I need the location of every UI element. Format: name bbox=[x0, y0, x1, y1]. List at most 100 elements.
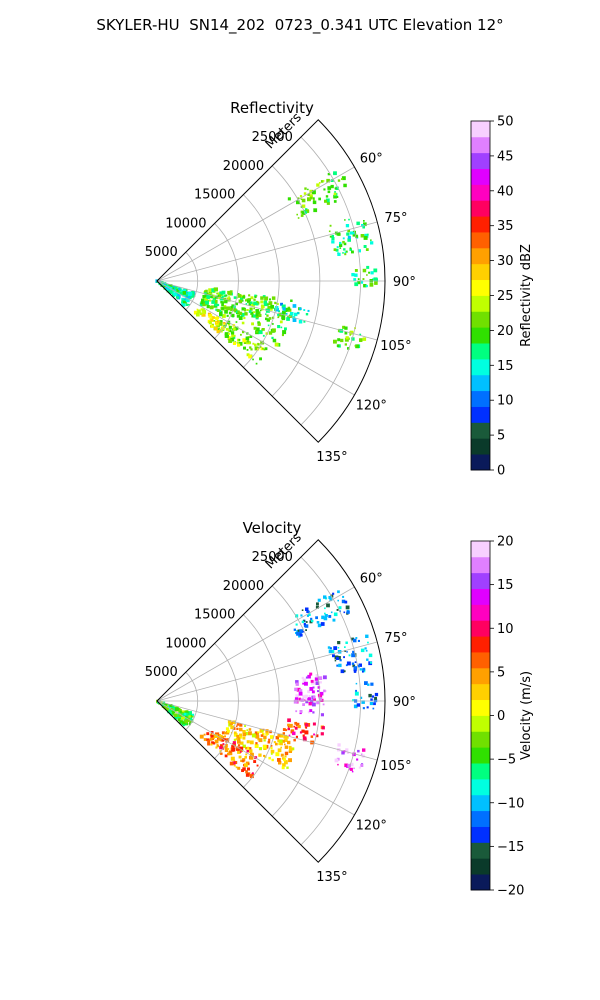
echo-cell bbox=[353, 670, 357, 673]
echo-cell bbox=[232, 341, 236, 345]
echo-cell bbox=[346, 751, 350, 754]
echo-cell bbox=[297, 629, 300, 632]
chart-panel-velocity: 5000 10000 15000 20000 25000 60° 75° 90° 105° 120… bbox=[145, 519, 534, 899]
colorbar-swatch bbox=[471, 620, 490, 637]
echo-cell bbox=[328, 615, 332, 618]
sector-frame bbox=[156, 539, 386, 863]
echo-cell bbox=[214, 326, 218, 331]
echo-cell bbox=[347, 347, 350, 350]
colorbar-swatch bbox=[471, 374, 490, 392]
echo-cell bbox=[342, 237, 345, 240]
echo-cell bbox=[307, 309, 310, 312]
echo-cell bbox=[356, 703, 361, 707]
echo-cell bbox=[370, 698, 373, 701]
echo-cell bbox=[238, 299, 243, 303]
echo-cell bbox=[239, 733, 242, 737]
echo-cell bbox=[307, 710, 311, 714]
azimuth-tick-label: 135° bbox=[316, 870, 347, 885]
echo-cell bbox=[216, 292, 218, 295]
echo-cell bbox=[168, 284, 173, 289]
azimuth-tick-label: 135° bbox=[316, 450, 347, 465]
echo-cell bbox=[350, 762, 354, 767]
colorbar-swatch bbox=[471, 279, 490, 296]
chart-title: Reflectivity bbox=[230, 99, 314, 117]
echo-cell bbox=[357, 249, 361, 253]
echo-cell bbox=[210, 734, 214, 738]
echo-cell bbox=[296, 631, 300, 636]
echo-cell bbox=[294, 687, 298, 692]
echo-cell bbox=[335, 186, 339, 190]
echo-cell bbox=[341, 599, 346, 604]
echo-cell bbox=[221, 303, 224, 307]
echo-cell bbox=[331, 234, 334, 238]
echo-cell bbox=[298, 691, 303, 696]
colorbar-swatch bbox=[471, 327, 490, 344]
echo-cell bbox=[232, 727, 236, 730]
echo-cell bbox=[292, 318, 297, 322]
echo-cell bbox=[327, 190, 331, 194]
echo-cell bbox=[249, 740, 254, 745]
echo-cell bbox=[178, 287, 181, 290]
echo-cell bbox=[182, 291, 186, 295]
echo-cell bbox=[211, 735, 215, 739]
echo-cell bbox=[347, 229, 350, 233]
echo-cell bbox=[351, 653, 356, 658]
echo-cell bbox=[275, 752, 280, 757]
echo-cell bbox=[233, 296, 237, 299]
echo-cell bbox=[302, 734, 305, 737]
echo-cell bbox=[269, 730, 272, 734]
echo-cell bbox=[287, 315, 290, 319]
colorbar-tick-label: −15 bbox=[497, 840, 524, 855]
echo-cell bbox=[254, 343, 257, 347]
echo-cell bbox=[345, 748, 349, 752]
echo-cell bbox=[270, 747, 273, 750]
echo-cell bbox=[242, 330, 245, 334]
echo-cell bbox=[224, 754, 228, 758]
echo-cell bbox=[229, 721, 233, 726]
echo-cell bbox=[215, 308, 218, 311]
echo-cell bbox=[197, 309, 201, 314]
echo-cell bbox=[208, 299, 211, 302]
echo-cell bbox=[287, 197, 291, 201]
echo-cell bbox=[262, 732, 265, 736]
echo-cell bbox=[249, 755, 254, 760]
colorbar-tick-label: −10 bbox=[497, 796, 524, 811]
echo-cell bbox=[333, 171, 337, 176]
colorbar-swatch bbox=[471, 200, 490, 217]
echo-cell bbox=[222, 743, 225, 745]
echo-cell bbox=[270, 745, 273, 747]
echo-cell bbox=[163, 705, 167, 710]
echo-cell bbox=[339, 243, 343, 247]
echo-cell bbox=[304, 187, 307, 190]
colorbar-swatch bbox=[471, 343, 490, 360]
colorbar-swatch bbox=[471, 184, 490, 201]
echo-cell bbox=[353, 668, 357, 672]
echo-cell bbox=[307, 690, 311, 694]
echo-cell bbox=[169, 712, 172, 715]
echo-cell bbox=[373, 277, 378, 282]
echo-cell bbox=[258, 738, 263, 743]
colorbar-swatch bbox=[471, 794, 490, 812]
echo-cell bbox=[355, 637, 358, 639]
echo-cell bbox=[372, 707, 375, 710]
echo-cell bbox=[325, 195, 329, 198]
echo-cells bbox=[156, 590, 379, 779]
echo-cell bbox=[211, 741, 214, 745]
echo-cell bbox=[287, 723, 290, 727]
echo-cell bbox=[269, 307, 273, 311]
echo-cell bbox=[183, 300, 187, 304]
echo-cell bbox=[243, 341, 247, 344]
echo-cell bbox=[298, 635, 301, 638]
azimuth-gridline bbox=[156, 221, 378, 282]
echo-cell bbox=[345, 336, 349, 340]
echo-cell bbox=[315, 616, 318, 620]
echo-cell bbox=[301, 729, 305, 733]
colorbar-swatch bbox=[471, 604, 490, 621]
echo-cell bbox=[283, 734, 287, 739]
colorbar-swatch bbox=[471, 572, 490, 589]
echo-cell bbox=[210, 731, 214, 734]
echo-cell bbox=[366, 706, 369, 709]
echo-cell bbox=[203, 733, 206, 736]
echo-cell bbox=[225, 327, 229, 331]
